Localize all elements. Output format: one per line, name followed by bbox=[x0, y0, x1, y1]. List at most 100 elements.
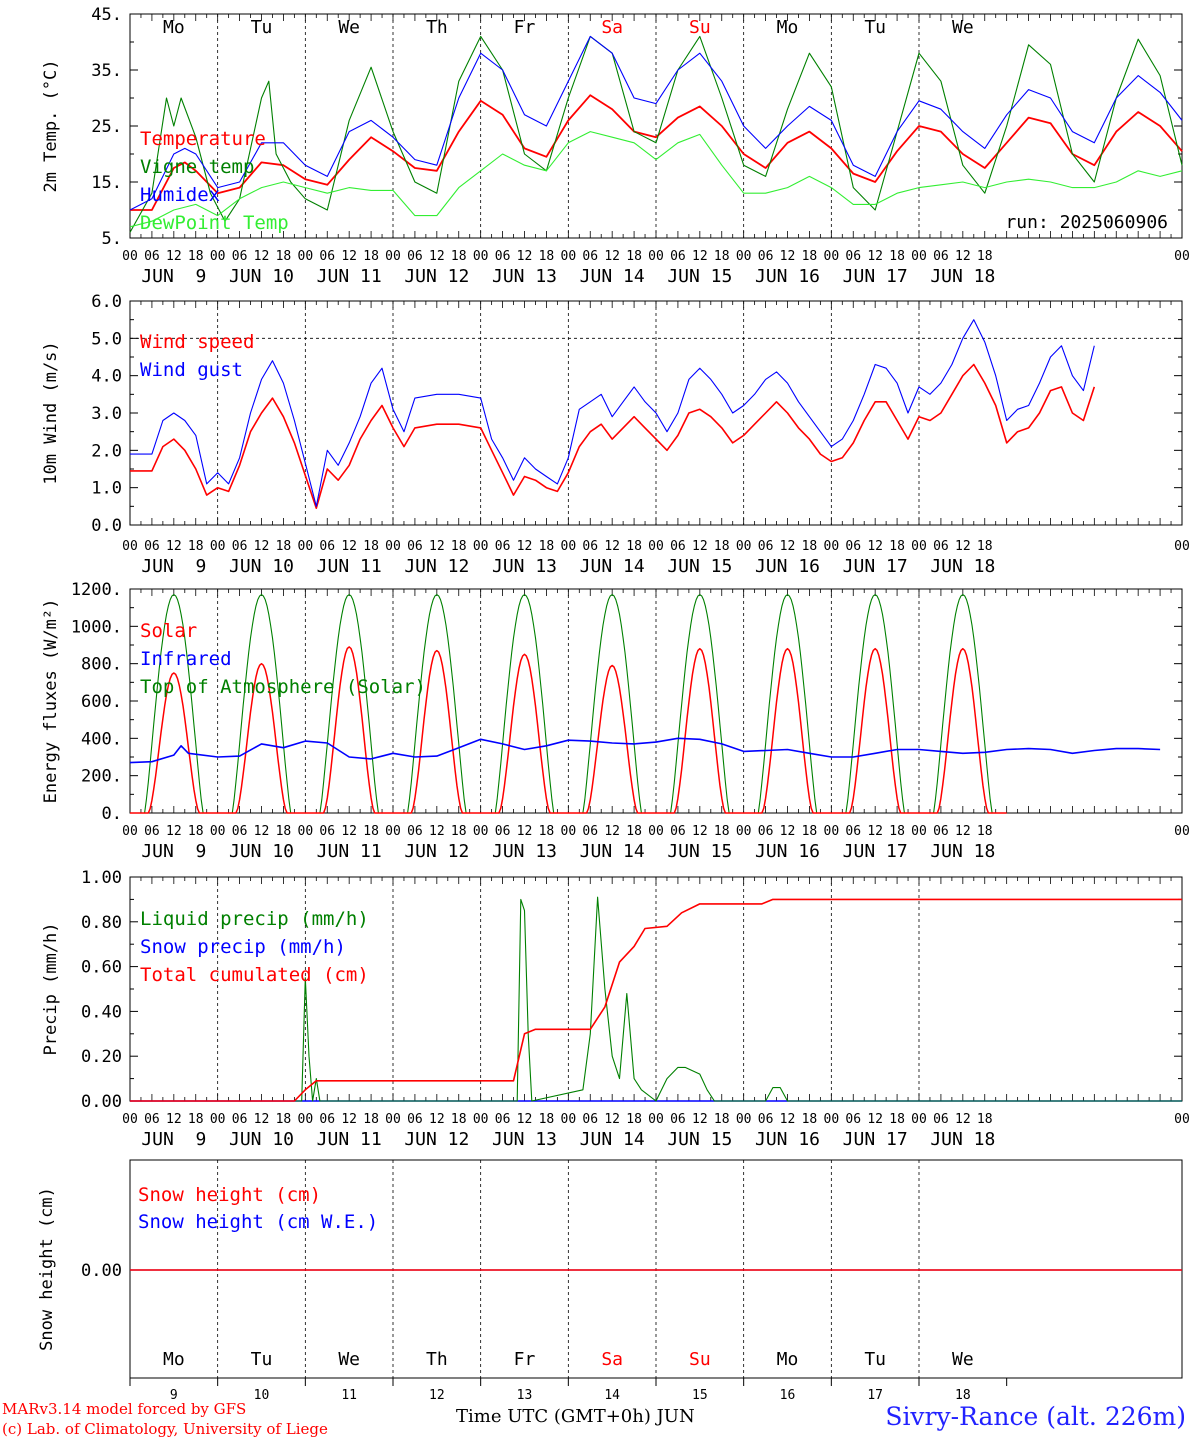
series-line-infrared bbox=[129, 737, 1161, 764]
date-label: JUN 14 bbox=[580, 266, 645, 287]
hour-tick-label: 06 bbox=[933, 539, 949, 554]
hour-tick-label: 18 bbox=[977, 1112, 993, 1127]
hour-tick-label: 06 bbox=[582, 539, 598, 554]
hour-tick-label: 06 bbox=[407, 249, 423, 264]
hour-tick-label: 18 bbox=[626, 824, 642, 839]
hour-tick-label: 18 bbox=[363, 249, 379, 264]
hour-tick-label: 06 bbox=[144, 249, 160, 264]
hour-tick-label: 18 bbox=[714, 824, 730, 839]
hour-tick-label: 00 bbox=[648, 539, 664, 554]
date-label: JUN 11 bbox=[317, 556, 382, 577]
hour-tick-label: 18 bbox=[802, 824, 818, 839]
hour-tick-label: 12 bbox=[429, 824, 445, 839]
date-label: JUN 14 bbox=[580, 841, 645, 862]
hour-tick-label: 12 bbox=[692, 824, 708, 839]
hour-tick-label: 00 bbox=[1174, 1112, 1190, 1127]
hour-tick-label: 06 bbox=[933, 249, 949, 264]
hour-tick-label: 00 bbox=[122, 1112, 138, 1127]
weekday-label: Tu bbox=[251, 1349, 273, 1370]
date-label: JUN 10 bbox=[229, 1129, 294, 1150]
date-label: JUN 13 bbox=[492, 841, 557, 862]
plot-frame bbox=[129, 588, 1183, 814]
date-label: JUN 13 bbox=[492, 266, 557, 287]
date-label: JUN 11 bbox=[317, 266, 382, 287]
hour-tick-label: 06 bbox=[232, 249, 248, 264]
plot-frame bbox=[129, 13, 1183, 239]
hour-tick-label: 06 bbox=[582, 1112, 598, 1127]
y-tick-label: 800. bbox=[81, 655, 122, 675]
hour-tick-label: 06 bbox=[670, 1112, 686, 1127]
weekday-row-1: Mo Tu We Th Fr Sa Su Mo Tu We bbox=[163, 17, 974, 38]
hour-tick-label: 06 bbox=[845, 539, 861, 554]
weekday-label: Mo bbox=[777, 17, 799, 38]
date-label: JUN 9 bbox=[141, 1129, 206, 1150]
y-tick-label: 0. bbox=[102, 804, 122, 824]
date-label: JUN 12 bbox=[404, 1129, 469, 1150]
hour-tick-label: 06 bbox=[495, 249, 511, 264]
legend-vigne-temp: Vigne temp bbox=[140, 156, 254, 178]
date-label: JUN 15 bbox=[667, 556, 732, 577]
hour-tick-label: 18 bbox=[276, 1112, 292, 1127]
y-tick-label: 45. bbox=[91, 5, 122, 25]
hour-tick-label: 00 bbox=[911, 249, 927, 264]
hour-tick-label: 12 bbox=[254, 539, 270, 554]
legend-infrared: Infrared bbox=[140, 648, 232, 670]
hour-tick-label: 00 bbox=[911, 824, 927, 839]
date-label: JUN 15 bbox=[667, 1129, 732, 1150]
hour-tick-label: 18 bbox=[626, 1112, 642, 1127]
hour-tick-label: 06 bbox=[232, 539, 248, 554]
hour-tick-label: 12 bbox=[780, 249, 796, 264]
y-tick-label: 0.0 bbox=[91, 516, 122, 536]
y-axis-label: 10m Wind (m/s) bbox=[41, 341, 61, 484]
y-tick-label: 200. bbox=[81, 767, 122, 787]
y-tick-label: 6.0 bbox=[91, 292, 122, 312]
y-tick-label: 1000. bbox=[71, 617, 122, 637]
day-number-label: 16 bbox=[780, 1388, 796, 1403]
y-tick-label: 35. bbox=[91, 61, 122, 81]
hour-tick-label: 12 bbox=[166, 824, 182, 839]
hour-tick-label: 06 bbox=[845, 1112, 861, 1127]
hour-tick-label: 06 bbox=[670, 249, 686, 264]
hour-tick-label: 00 bbox=[473, 824, 489, 839]
legend-humidex: Humidex bbox=[140, 184, 220, 206]
hour-tick-label: 18 bbox=[977, 824, 993, 839]
hour-tick-label: 12 bbox=[166, 249, 182, 264]
hour-tick-label: 18 bbox=[626, 249, 642, 264]
hour-tick-label: 06 bbox=[670, 539, 686, 554]
hour-tick-label: 06 bbox=[232, 1112, 248, 1127]
y-tick-label: 2.0 bbox=[91, 441, 122, 461]
date-label: JUN 18 bbox=[930, 841, 995, 862]
legend-temperature: Temperature bbox=[140, 128, 266, 150]
hour-tick-label: 12 bbox=[604, 249, 620, 264]
hour-tick-label: 18 bbox=[363, 539, 379, 554]
model-credit: MARv3.14 model forced by GFS bbox=[2, 1400, 247, 1418]
date-label: JUN 16 bbox=[755, 1129, 820, 1150]
hour-tick-label: 06 bbox=[319, 1112, 335, 1127]
y-axis-label: Energy fluxes (W/m²) bbox=[41, 599, 61, 804]
date-label: JUN 15 bbox=[667, 841, 732, 862]
hour-tick-label: 00 bbox=[648, 1112, 664, 1127]
hour-tick-label: 00 bbox=[1174, 824, 1190, 839]
hour-tick-label: 18 bbox=[363, 1112, 379, 1127]
hour-tick-label: 06 bbox=[407, 824, 423, 839]
y-tick-label: 0.00 bbox=[81, 1261, 122, 1281]
y-tick-label: 0.40 bbox=[81, 1002, 122, 1022]
hour-tick-label: 18 bbox=[889, 824, 905, 839]
y-tick-label: 15. bbox=[91, 173, 122, 193]
hour-tick-label: 06 bbox=[845, 824, 861, 839]
hour-tick-label: 12 bbox=[254, 249, 270, 264]
hour-tick-label: 12 bbox=[254, 824, 270, 839]
weekday-label: Tu bbox=[864, 17, 886, 38]
hour-tick-label: 06 bbox=[933, 824, 949, 839]
hour-tick-label: 00 bbox=[122, 824, 138, 839]
y-axis-label: Snow height (cm) bbox=[37, 1187, 57, 1351]
date-label: JUN 11 bbox=[317, 1129, 382, 1150]
hour-tick-label: 06 bbox=[144, 1112, 160, 1127]
hour-tick-label: 18 bbox=[802, 539, 818, 554]
hour-tick-label: 00 bbox=[385, 1112, 401, 1127]
hour-tick-label: 06 bbox=[495, 1112, 511, 1127]
hour-tick-label: 00 bbox=[736, 249, 752, 264]
hour-tick-label: 06 bbox=[495, 539, 511, 554]
hour-tick-label: 06 bbox=[144, 539, 160, 554]
